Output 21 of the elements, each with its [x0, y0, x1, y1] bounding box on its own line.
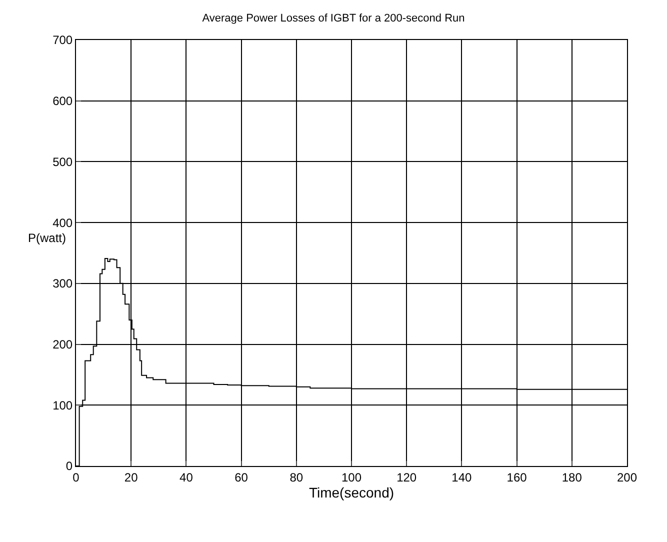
y-tick-label: 300: [52, 276, 73, 291]
x-tick-label: 100: [341, 470, 362, 484]
x-tick-label: 140: [452, 470, 472, 484]
x-axis-title: Time(second): [308, 484, 394, 501]
y-tick-label: 200: [52, 337, 73, 352]
x-tick-label: 60: [234, 470, 248, 484]
y-tick-label: 600: [52, 94, 73, 108]
x-tick-label: 20: [124, 470, 138, 484]
y-tick-label: 400: [52, 216, 73, 230]
y-tick-label: 500: [52, 154, 73, 169]
x-tick-label: 180: [562, 470, 582, 484]
x-tick-label: 200: [616, 470, 638, 484]
x-tick-label: 80: [290, 470, 304, 484]
chart-title: Average Power Losses of IGBT for a 200-second Run: [202, 12, 465, 24]
y-tick-label: 100: [52, 398, 73, 412]
y-tick-label: 700: [52, 33, 73, 48]
y-tick-label: 0: [66, 459, 73, 474]
x-tick-label: 40: [180, 470, 194, 484]
x-tick-label: 160: [506, 470, 528, 484]
x-tick-label: 120: [396, 470, 417, 484]
y-axis-title: P(watt): [28, 231, 66, 245]
